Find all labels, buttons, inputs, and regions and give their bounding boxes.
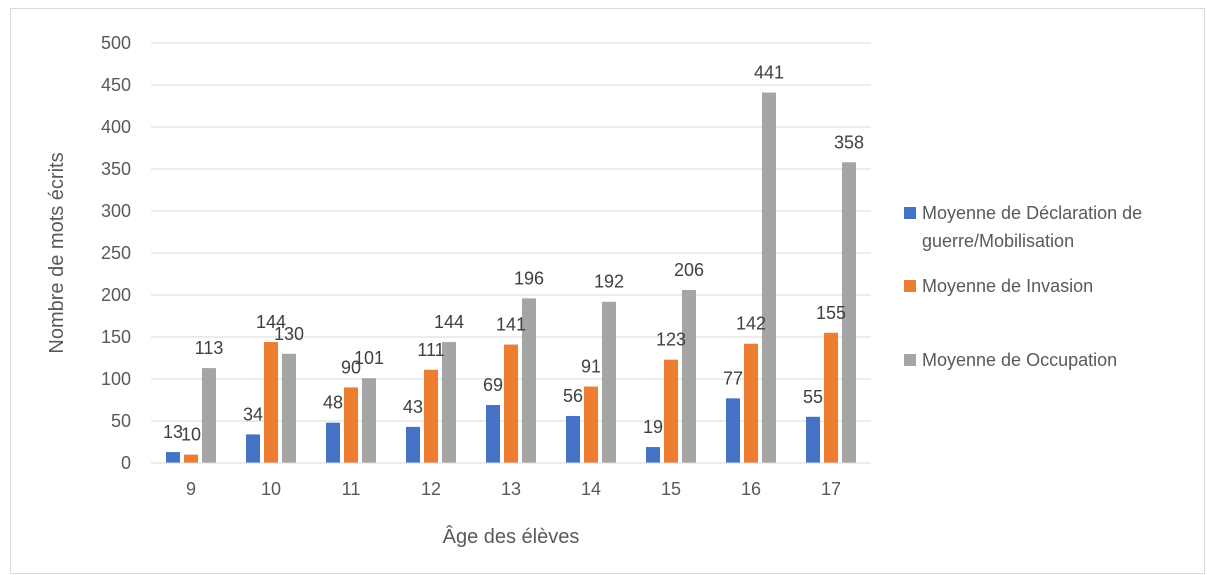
bar bbox=[486, 405, 500, 463]
data-label: 13 bbox=[163, 422, 183, 442]
x-tick-label: 15 bbox=[661, 479, 681, 499]
data-label: 113 bbox=[195, 338, 224, 358]
x-tick-label: 12 bbox=[421, 479, 441, 499]
data-label: 144 bbox=[256, 312, 286, 332]
bar bbox=[762, 92, 776, 463]
data-label: 56 bbox=[563, 386, 583, 406]
bar bbox=[726, 398, 740, 463]
data-labels: 13 34 48 43 69 56 19 77 55 10 144 90 111 141 91 123 142 1… bbox=[163, 63, 864, 445]
data-label: 155 bbox=[816, 303, 846, 323]
data-label: 55 bbox=[803, 387, 823, 407]
bar bbox=[744, 343, 758, 463]
bar bbox=[522, 298, 536, 463]
chart-frame: 13 34 48 43 69 56 19 77 55 10 144 90 111 141 91 123 142 1… bbox=[10, 8, 1205, 574]
bar bbox=[424, 369, 438, 463]
data-label: 43 bbox=[403, 397, 423, 417]
legend-label: Moyenne de Invasion bbox=[922, 276, 1093, 296]
y-tick-label: 0 bbox=[121, 453, 131, 473]
bar bbox=[184, 454, 198, 463]
y-tick-label: 300 bbox=[101, 201, 131, 221]
data-label: 19 bbox=[643, 417, 663, 437]
bar bbox=[282, 353, 296, 463]
bar bbox=[166, 452, 180, 463]
y-tick-label: 200 bbox=[101, 285, 131, 305]
bar bbox=[824, 332, 838, 463]
legend-label: Moyenne de Déclaration de bbox=[922, 203, 1142, 223]
data-label: 196 bbox=[514, 268, 544, 288]
data-label: 69 bbox=[483, 375, 503, 395]
bar bbox=[326, 422, 340, 463]
bar bbox=[584, 386, 598, 463]
y-tick-label: 350 bbox=[101, 159, 131, 179]
legend-label: guerre/Mobilisation bbox=[922, 231, 1074, 251]
legend-swatch bbox=[904, 280, 916, 292]
bar bbox=[264, 342, 278, 463]
bar bbox=[504, 344, 518, 463]
data-label: 77 bbox=[723, 368, 743, 388]
y-tick-label: 50 bbox=[111, 411, 131, 431]
data-label: 111 bbox=[417, 340, 444, 360]
bar bbox=[602, 301, 616, 463]
legend-swatch bbox=[904, 207, 916, 219]
data-label: 90 bbox=[341, 357, 361, 377]
data-label: 34 bbox=[243, 404, 263, 424]
bar bbox=[806, 416, 820, 463]
x-axis-ticks: 9 10 11 12 13 14 15 16 17 bbox=[186, 479, 841, 499]
bars bbox=[166, 92, 856, 463]
y-axis-title: Nombre de mots écrits bbox=[46, 152, 68, 353]
data-label: 142 bbox=[736, 314, 766, 334]
bar bbox=[246, 434, 260, 463]
data-label: 91 bbox=[581, 357, 601, 377]
x-tick-label: 17 bbox=[821, 479, 841, 499]
x-tick-label: 16 bbox=[741, 479, 761, 499]
bar bbox=[566, 415, 580, 463]
bar bbox=[682, 289, 696, 463]
x-axis-title: Âge des élèves bbox=[443, 525, 580, 548]
y-tick-label: 450 bbox=[101, 75, 131, 95]
data-label: 358 bbox=[834, 132, 864, 152]
bar bbox=[202, 368, 216, 463]
bar bbox=[362, 378, 376, 463]
bar bbox=[406, 426, 420, 463]
legend-swatch bbox=[904, 354, 916, 366]
bar bbox=[442, 342, 456, 463]
x-tick-label: 14 bbox=[581, 479, 601, 499]
data-label: 192 bbox=[594, 272, 624, 292]
data-label: 441 bbox=[754, 63, 784, 83]
data-label: 48 bbox=[323, 393, 343, 413]
data-label: 101 bbox=[354, 348, 384, 368]
y-tick-label: 150 bbox=[101, 327, 131, 347]
bar bbox=[646, 447, 660, 463]
data-label: 123 bbox=[656, 330, 686, 350]
x-tick-label: 9 bbox=[186, 479, 196, 499]
bar bbox=[344, 387, 358, 463]
data-label: 130 bbox=[274, 324, 304, 344]
data-label: 206 bbox=[674, 260, 704, 280]
data-label: 10 bbox=[181, 425, 201, 445]
y-tick-label: 500 bbox=[101, 33, 131, 53]
y-tick-label: 400 bbox=[101, 117, 131, 137]
data-label: 144 bbox=[434, 312, 464, 332]
x-tick-label: 11 bbox=[342, 479, 361, 499]
y-axis-ticks: 0 50 100 150 200 250 300 350 400 450 500 bbox=[101, 33, 131, 473]
y-tick-label: 100 bbox=[101, 369, 131, 389]
y-tick-label: 250 bbox=[101, 243, 131, 263]
bar bbox=[842, 162, 856, 463]
bar bbox=[664, 359, 678, 463]
legend: Moyenne de Déclaration de guerre/Mobilisa… bbox=[904, 203, 1142, 370]
legend-label: Moyenne de Occupation bbox=[922, 350, 1117, 370]
x-tick-label: 10 bbox=[261, 479, 281, 499]
data-label: 141 bbox=[496, 315, 526, 335]
x-tick-label: 13 bbox=[501, 479, 521, 499]
